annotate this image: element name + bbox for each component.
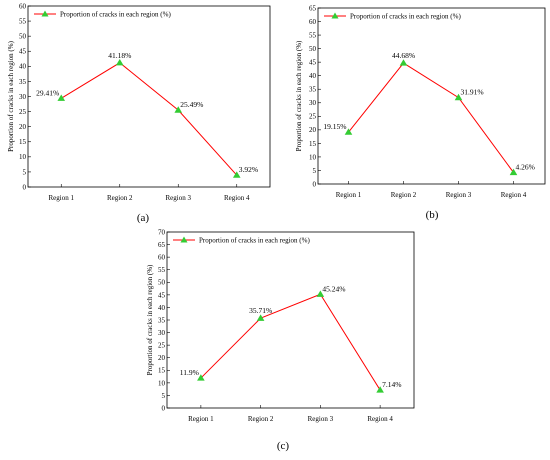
data-label: 31.91% [461,88,484,97]
y-tick-label: 40 [19,63,27,71]
y-tick-label: 15 [158,367,166,375]
data-label: 4.26% [516,162,535,171]
y-tick-label: 55 [19,17,27,25]
y-tick-label: 35 [158,316,166,324]
y-tick-label: 65 [158,241,166,249]
data-point [344,128,353,135]
data-point [399,59,408,66]
legend-label: Proportion of cracks in each region (%) [199,237,310,245]
y-tick-label: 40 [158,304,166,312]
series-line [60,62,238,176]
y-tick-label: 50 [158,279,166,287]
y-tick-label: 0 [313,180,317,188]
data-point [454,93,463,101]
data-point [174,106,183,113]
x-tick-label: Region 3 [446,191,472,199]
y-tick-label: 0 [162,404,166,412]
y-tick-label: 15 [309,140,317,148]
y-tick-label: 55 [309,31,317,39]
plot-frame [317,7,546,185]
data-label: 29.41% [36,88,59,97]
data-label: 19.15% [323,122,346,131]
data-label: 7.14% [382,380,401,389]
data-point [232,171,241,178]
y-tick-label: 20 [309,126,317,134]
x-tick-label: Region 1 [49,194,75,202]
y-tick-label: 5 [23,168,27,176]
legend-marker [180,236,188,243]
y-tick-label: 45 [158,291,166,299]
data-point [197,374,205,381]
data-point [57,94,66,101]
series-line [348,62,514,173]
y-axis-label: Proportion of cracks in each region (%) [7,40,15,151]
y-tick-label: 0 [23,183,27,191]
y-tick-label: 50 [309,45,317,53]
y-tick-label: 60 [309,18,317,26]
x-tick-label: Region 2 [248,415,274,423]
y-tick-label: 30 [19,93,27,101]
y-tick-label: 20 [158,354,166,362]
y-tick-label: 45 [19,48,27,56]
y-tick-label: 60 [19,2,27,10]
legend-label: Proportion of cracks in each region (%) [350,13,461,21]
y-tick-label: 70 [158,228,166,236]
y-tick-label: 5 [162,392,166,400]
panel-label: (b) [426,209,439,221]
y-tick-label: 5 [313,167,317,175]
x-tick-label: Region 1 [188,415,214,423]
y-tick-label: 55 [158,266,166,274]
legend-marker [41,10,49,17]
data-label: 41.18% [108,51,131,60]
chart-panel-a: 0 5 10 15 20 25 30 35 40 45 50 55 60 Region 1 Region 2… [7,2,271,224]
y-tick-label: 10 [309,153,317,161]
x-tick-label: Region 2 [391,191,417,199]
data-point [256,314,265,321]
data-point [316,290,325,297]
x-tick-label: Region 3 [308,415,334,423]
chart-panel-c: 0 5 10 15 20 25 30 35 40 45 50 55 60 65 70 Region 1 Regi… [146,228,415,452]
y-tick-label: 10 [19,153,27,161]
data-point [115,58,124,66]
plot-frame [166,231,415,409]
x-tick-label: Region 3 [166,194,192,202]
x-tick-label: Region 4 [367,415,393,423]
data-label: 44.68% [392,51,415,60]
data-label: 25.49% [180,100,203,109]
x-tick-label: Region 2 [107,194,133,202]
y-tick-label: 45 [309,59,317,67]
y-tick-label: 20 [19,123,27,131]
y-tick-label: 35 [309,86,317,94]
data-point [509,168,518,176]
x-tick-label: Region 4 [224,194,250,202]
y-axis-label: Proportion of cracks in each region (%) [146,264,154,375]
y-tick-label: 25 [158,342,166,350]
data-label: 45.24% [322,284,345,293]
y-tick-label: 25 [19,108,27,116]
x-tick-label: Region 4 [501,191,527,199]
x-tick-label: Region 1 [336,191,362,199]
y-axis-label: Proportion of cracks in each region (%) [295,40,303,151]
y-tick-label: 60 [158,254,166,262]
y-tick-label: 35 [19,78,27,86]
y-tick-label: 10 [158,379,166,387]
series-line [200,293,381,391]
data-label: 11.9% [180,368,199,377]
y-tick-label: 40 [309,72,317,80]
y-tick-label: 30 [309,99,317,107]
y-tick-label: 65 [309,4,317,12]
legend-marker [331,12,339,19]
chart-panel-b: 0 5 10 15 20 25 30 35 40 45 50 55 60 65 Region 1 Region… [295,4,546,221]
y-tick-label: 15 [19,138,27,146]
legend-label: Proportion of cracks in each region (%) [60,11,171,19]
panel-label: (a) [137,212,150,224]
y-tick-label: 50 [19,33,27,41]
data-label: 3.92% [239,165,258,174]
data-point [376,386,384,393]
panel-label: (c) [277,440,290,452]
y-tick-label: 25 [309,113,317,121]
data-label: 35.71% [249,306,272,315]
y-tick-label: 30 [158,329,166,337]
